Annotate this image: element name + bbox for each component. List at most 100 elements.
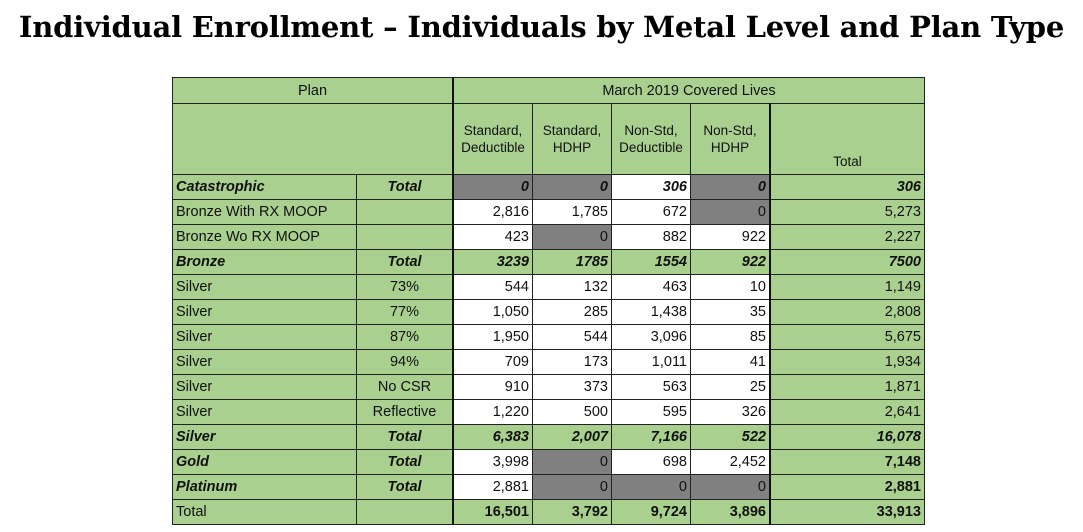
column-header: Standard, Deductible <box>452 103 533 175</box>
header-row-1: Plan March 2019 Covered Lives <box>172 77 925 104</box>
value-cell: 1785 <box>532 249 612 275</box>
row-total-cell: 2,227 <box>769 224 925 250</box>
value-cell: 0 <box>690 199 771 225</box>
table-row: Bronze Wo RX MOOP 423 0 882 922 2,227 <box>172 224 925 250</box>
group-header: March 2019 Covered Lives <box>452 77 925 104</box>
value-cell: 2,881 <box>452 474 533 500</box>
value-cell: 2,816 <box>452 199 533 225</box>
plan-sub-cell: 73% <box>356 274 454 300</box>
value-cell: 463 <box>611 274 691 300</box>
column-header-line: HDHP <box>710 140 750 155</box>
plan-sub-cell: Total <box>356 174 454 200</box>
table-row: Total 16,501 3,792 9,724 3,896 33,913 <box>172 499 925 525</box>
row-total-cell: 2,881 <box>769 474 925 500</box>
table-row: Silver 87% 1,950 544 3,096 85 5,675 <box>172 324 925 350</box>
value-cell: 6,383 <box>452 424 533 450</box>
value-cell: 3239 <box>452 249 533 275</box>
plan-sub-cell: 87% <box>356 324 454 350</box>
plan-sub-cell: 77% <box>356 299 454 325</box>
value-cell: 3,792 <box>532 499 612 525</box>
value-cell: 41 <box>690 349 771 375</box>
plan-sub-cell <box>356 199 454 225</box>
table-row: Bronze Total 3239 1785 1554 922 7500 <box>172 249 925 275</box>
plan-sub-cell: Total <box>356 474 454 500</box>
value-cell: 1,785 <box>532 199 612 225</box>
plan-name-cell: Silver <box>172 299 357 325</box>
value-cell: 709 <box>452 349 533 375</box>
row-total-cell: 5,675 <box>769 324 925 350</box>
plan-sub-cell <box>356 499 454 525</box>
row-total-cell: 1,149 <box>769 274 925 300</box>
plan-sub-cell <box>356 224 454 250</box>
value-cell: 7,166 <box>611 424 691 450</box>
value-cell: 373 <box>532 374 612 400</box>
value-cell: 0 <box>690 474 771 500</box>
value-cell: 0 <box>690 174 771 200</box>
value-cell: 326 <box>690 399 771 425</box>
value-cell: 882 <box>611 224 691 250</box>
value-cell: 922 <box>690 249 771 275</box>
table-row: Silver 73% 544 132 463 10 1,149 <box>172 274 925 300</box>
value-cell: 595 <box>611 399 691 425</box>
value-cell: 423 <box>452 224 533 250</box>
table-row: Gold Total 3,998 0 698 2,452 7,148 <box>172 449 925 475</box>
value-cell: 1,220 <box>452 399 533 425</box>
page-title: Individual Enrollment – Individuals by M… <box>18 10 1065 44</box>
table-row: Platinum Total 2,881 0 0 0 2,881 <box>172 474 925 500</box>
row-total-cell: 7,148 <box>769 449 925 475</box>
value-cell: 0 <box>532 449 612 475</box>
value-cell: 9,724 <box>611 499 691 525</box>
value-cell: 544 <box>452 274 533 300</box>
plan-name-cell: Bronze Wo RX MOOP <box>172 224 357 250</box>
plan-name-cell: Bronze With RX MOOP <box>172 199 357 225</box>
column-header-line: Non-Std, <box>703 123 757 138</box>
column-header: Total <box>769 103 925 175</box>
value-cell: 3,998 <box>452 449 533 475</box>
value-cell: 910 <box>452 374 533 400</box>
value-cell: 672 <box>611 199 691 225</box>
value-cell: 500 <box>532 399 612 425</box>
row-total-cell: 2,641 <box>769 399 925 425</box>
plan-sub-cell: Reflective <box>356 399 454 425</box>
column-header: Standard, HDHP <box>532 103 612 175</box>
table-row: Bronze With RX MOOP 2,816 1,785 672 0 5,273 <box>172 199 925 225</box>
value-cell: 0 <box>452 174 533 200</box>
header-row-2: Standard, Deductible Standard, HDHP Non-Std,… <box>172 103 925 175</box>
row-total-cell: 1,871 <box>769 374 925 400</box>
plan-name-cell: Bronze <box>172 249 357 275</box>
plan-name-cell: Silver <box>172 424 357 450</box>
row-total-cell: 7500 <box>769 249 925 275</box>
value-cell: 0 <box>532 224 612 250</box>
column-header-line: Deductible <box>619 140 683 155</box>
plan-name-cell: Silver <box>172 274 357 300</box>
plan-header: Plan <box>172 77 454 104</box>
plan-name-cell: Gold <box>172 449 357 475</box>
plan-sub-cell: Total <box>356 449 454 475</box>
row-total-cell: 1,934 <box>769 349 925 375</box>
value-cell: 25 <box>690 374 771 400</box>
column-header: Non-Std, HDHP <box>690 103 771 175</box>
value-cell: 1,950 <box>452 324 533 350</box>
value-cell: 0 <box>611 474 691 500</box>
plan-sub-cell: Total <box>356 424 454 450</box>
value-cell: 0 <box>532 174 612 200</box>
value-cell: 922 <box>690 224 771 250</box>
table-row: Silver 77% 1,050 285 1,438 35 2,808 <box>172 299 925 325</box>
value-cell: 2,452 <box>690 449 771 475</box>
plan-sub-cell: Total <box>356 249 454 275</box>
plan-name-cell: Silver <box>172 374 357 400</box>
value-cell: 285 <box>532 299 612 325</box>
row-total-cell: 306 <box>769 174 925 200</box>
value-cell: 173 <box>532 349 612 375</box>
value-cell: 2,007 <box>532 424 612 450</box>
column-header: Non-Std, Deductible <box>611 103 691 175</box>
column-header-line: Non-Std, <box>624 123 678 138</box>
plan-sub-cell: 94% <box>356 349 454 375</box>
value-cell: 698 <box>611 449 691 475</box>
table-row: Silver Total 6,383 2,007 7,166 522 16,078 <box>172 424 925 450</box>
row-total-cell: 16,078 <box>769 424 925 450</box>
plan-name-cell: Platinum <box>172 474 357 500</box>
row-total-cell: 33,913 <box>769 499 925 525</box>
value-cell: 1554 <box>611 249 691 275</box>
value-cell: 1,011 <box>611 349 691 375</box>
